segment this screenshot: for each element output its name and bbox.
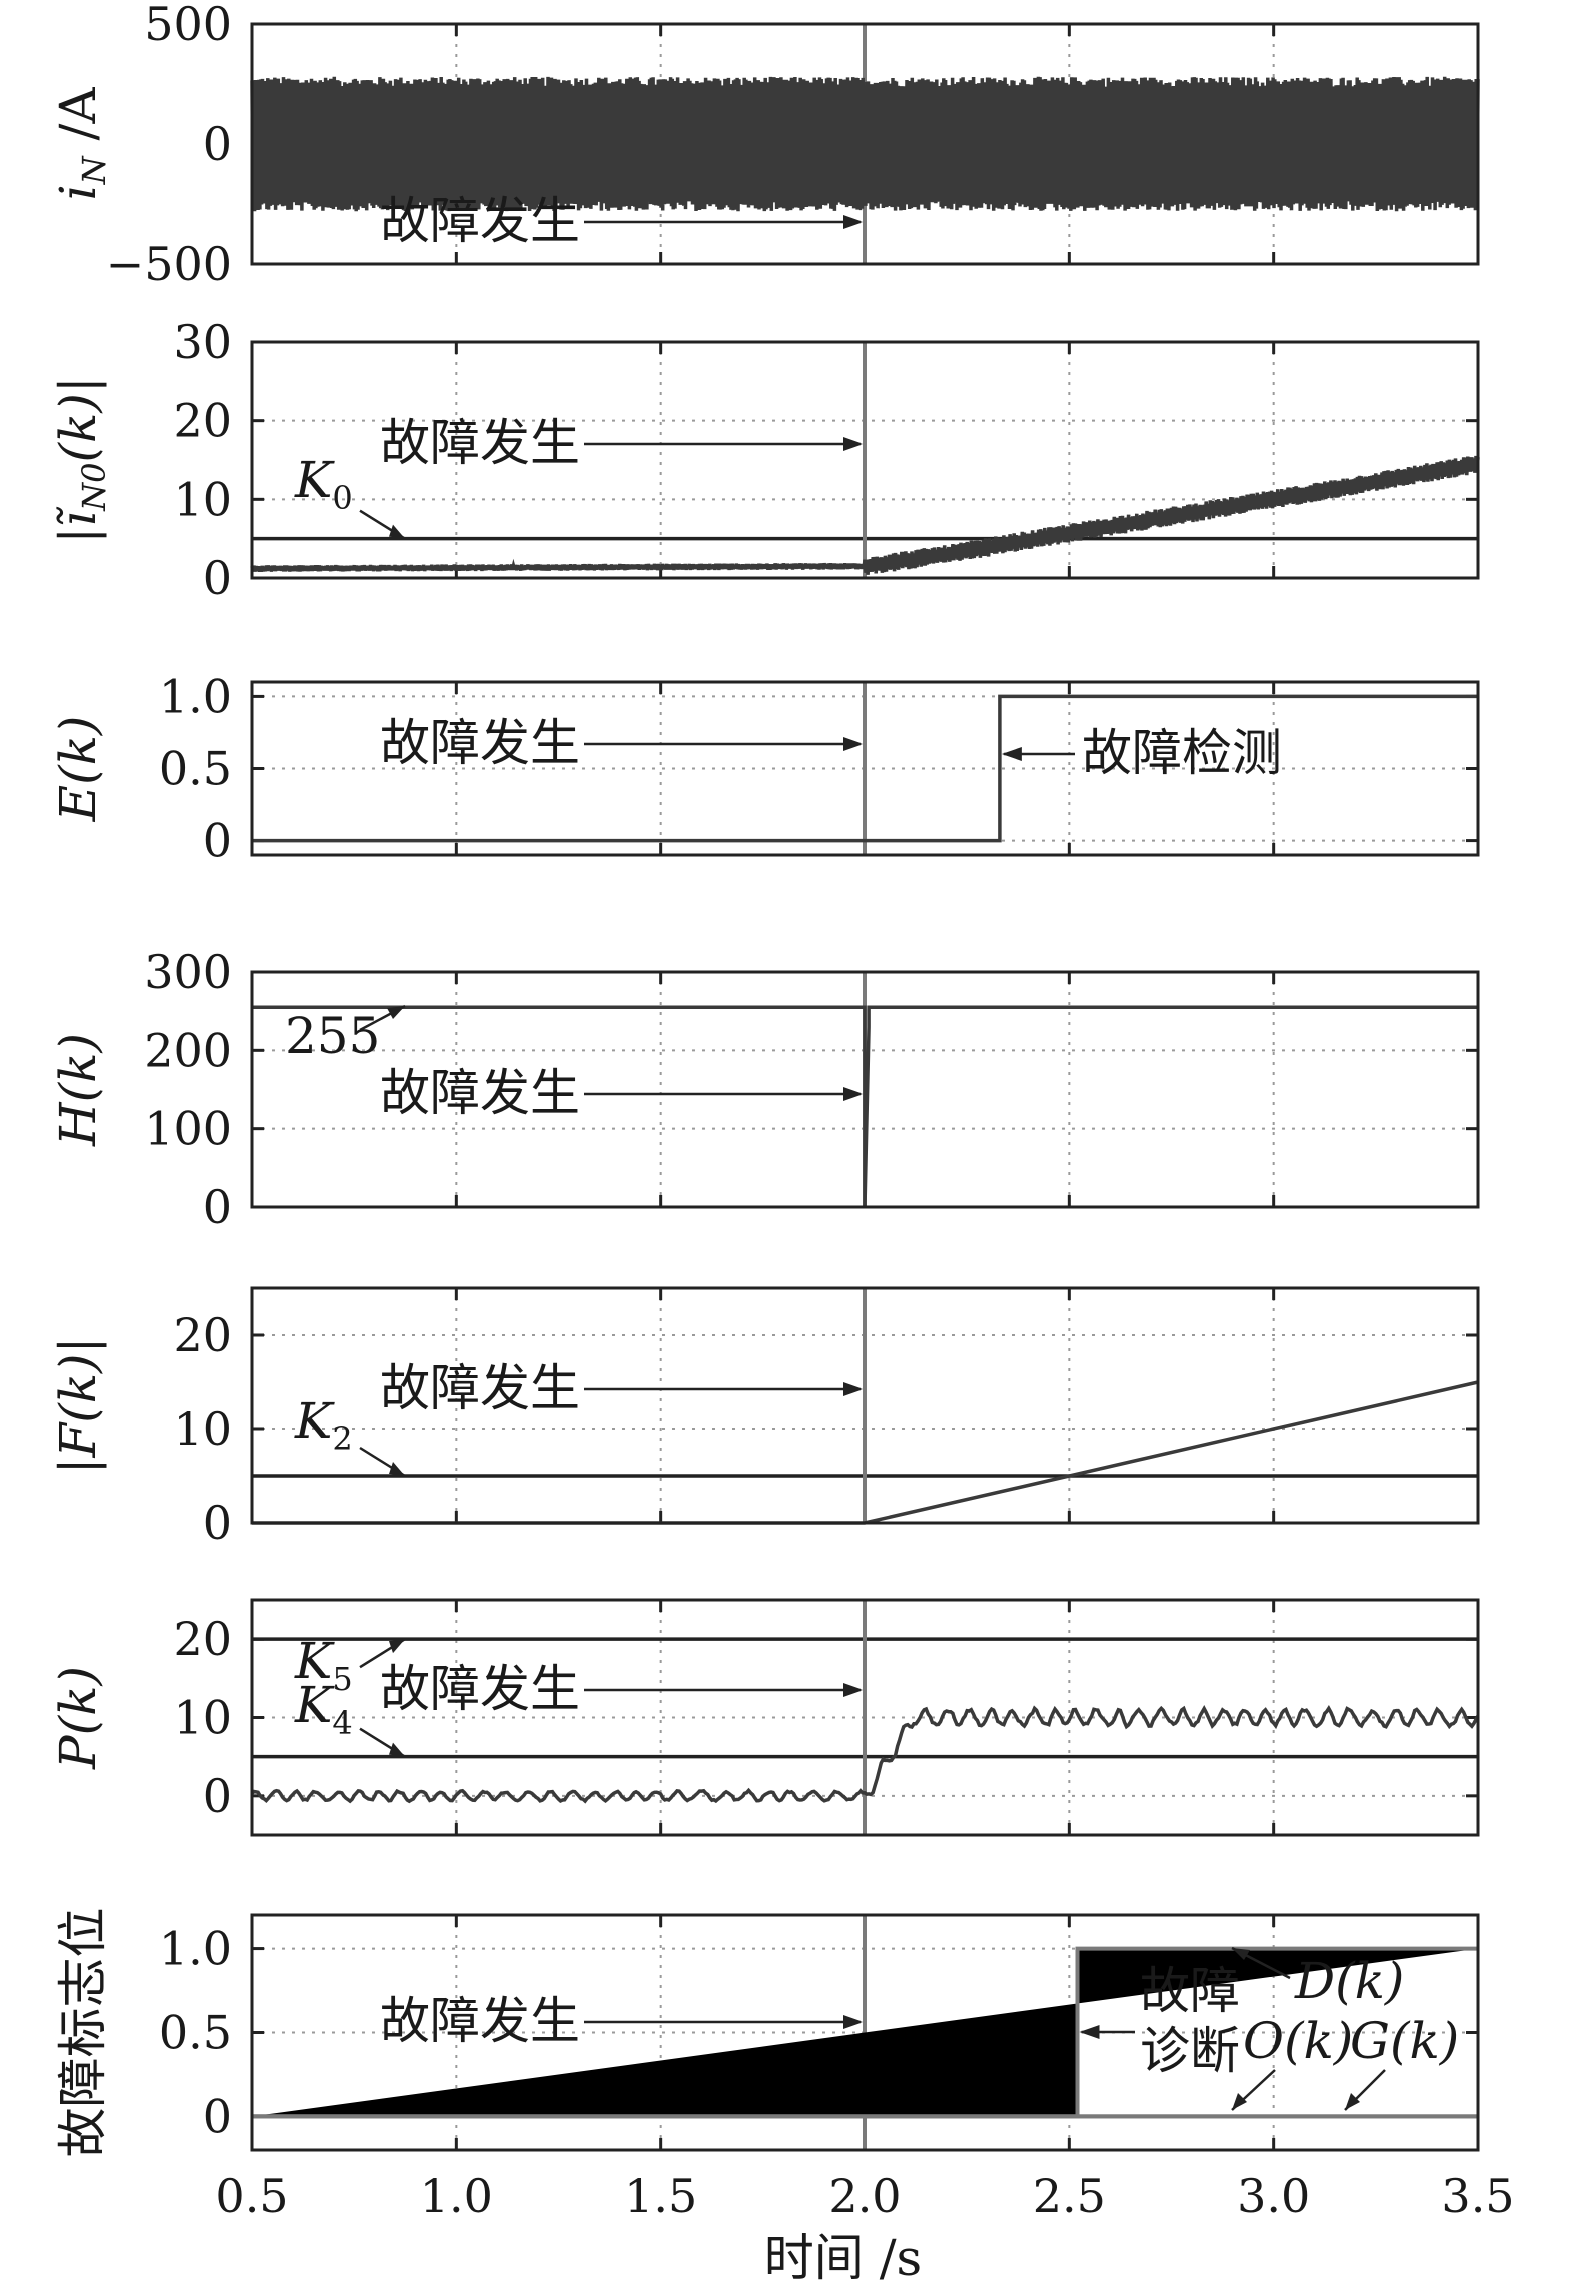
axes-box (250, 1598, 1480, 1837)
axes-box (250, 1286, 1480, 1525)
arrow-head (1001, 747, 1022, 761)
legend-d-label: D(k) (1294, 1952, 1404, 2010)
threshold-label: K4 (294, 1676, 353, 1742)
y-tick-label: 200 (144, 1023, 232, 1077)
y-tick-label: 30 (173, 315, 232, 369)
fault-occur-label-5: 故障发生 (380, 1660, 580, 1718)
fault-occur-label-2: 故障发生 (380, 714, 580, 772)
arrow-head (1345, 2093, 1360, 2110)
y-tick-label: 10 (173, 1402, 232, 1456)
arrow-head (843, 437, 863, 451)
legend-o-label: O(k) (1243, 2012, 1353, 2070)
x-tick-label: 1.0 (420, 2169, 493, 2223)
series-2-line (252, 694, 1478, 843)
axes-box (250, 340, 1480, 580)
panel-0: −500 0 500 iN /A (49, 0, 1480, 291)
y-tick-label: −500 (106, 237, 232, 291)
arrow-head (843, 1683, 863, 1697)
series-3-line (252, 1005, 1478, 1208)
fault-occur-label-3: 故障发生 (380, 1064, 580, 1122)
axes-box (250, 970, 1480, 1209)
threshold-label: K0 (294, 451, 353, 517)
y-tick-label: 0.5 (159, 2006, 232, 2060)
y-axis-label: |ĩN0(k)| (49, 376, 113, 543)
y-tick-label: 20 (173, 1612, 232, 1666)
y-tick-label: 100 (144, 1102, 232, 1156)
threshold-label: K2 (294, 1392, 353, 1458)
y-tick-label: 300 (144, 945, 232, 999)
axes-box (250, 1913, 1480, 2152)
y-tick-label: 0 (203, 1769, 232, 1823)
x-tick-label: 2.5 (1033, 2169, 1106, 2223)
arrow-head (843, 1382, 863, 1396)
axes-box (250, 22, 1480, 266)
fault-diag-label-line1: 故障 (1140, 1962, 1240, 2020)
panel-6: 0 0.5 1.0 0.5 1.0 1.5 2.0 2.5 3.0 3.5 故障标志位 (54, 1908, 1515, 2224)
panel-1: 0 10 20 30 |ĩN0(k)| K0 (49, 315, 1480, 605)
arrow-head (389, 1742, 405, 1757)
arrow-head (843, 215, 863, 229)
x-tick-label: 2.0 (828, 2169, 901, 2223)
y-tick-label: 10 (173, 472, 232, 526)
y-tick-label: 0.5 (159, 742, 232, 796)
y-tick-label: 0 (203, 814, 232, 868)
y-tick-label: 1.0 (159, 669, 232, 723)
arrow-head (1232, 2093, 1247, 2110)
y-axis-label: H(k) (49, 1033, 107, 1147)
arrow-head (843, 1087, 863, 1101)
x-tick-label: 3.0 (1237, 2169, 1310, 2223)
arrow-head (389, 1639, 405, 1654)
y-tick-label: 0 (203, 551, 232, 605)
x-tick-label: 0.5 (215, 2169, 288, 2223)
y-tick-label: 1.0 (159, 1922, 232, 1976)
y-tick-label: 20 (173, 1308, 232, 1362)
panels: −500 0 500 iN /A 0 10 20 30 |ĩN0(k)| K0 0 0.5 1.0 E(k… (49, 0, 1515, 2223)
arrow-head (843, 2015, 863, 2029)
y-tick-label: 0 (203, 1496, 232, 1550)
arrow-head (1079, 2025, 1100, 2039)
arrow-head (1232, 1948, 1250, 1960)
residual-trace (250, 455, 1480, 575)
fault-detect-label: 故障检测 (1082, 724, 1282, 782)
arrow-head (843, 737, 863, 751)
x-tick-label: 1.5 (624, 2169, 697, 2223)
fault-occur-label-4: 故障发生 (380, 1359, 580, 1417)
p-trace (250, 1704, 1480, 1804)
arrow-head (389, 524, 405, 539)
y-tick-label: 0 (203, 2089, 232, 2143)
y-axis-label: |F(k)| (49, 1337, 107, 1475)
current-trace (250, 76, 1480, 212)
arrow-head (389, 1462, 405, 1476)
axes-box (250, 680, 1480, 857)
y-tick-label: 10 (173, 1691, 232, 1745)
fault-occur-label-6: 故障发生 (380, 1992, 580, 2050)
fault-occur-label-0: 故障发生 (380, 192, 580, 250)
y-axis-label: E(k) (49, 716, 107, 823)
x-axis-label: 时间 /s (764, 2229, 922, 2287)
y-tick-label: 20 (173, 394, 232, 448)
y-tick-label: 500 (144, 0, 232, 51)
panel-2: 0 0.5 1.0 E(k) (49, 669, 1480, 868)
y-tick-label: 0 (203, 117, 232, 171)
fault-diag-label-line2: 诊断 (1140, 2022, 1240, 2080)
panel-4: 0 10 20 |F(k)| K2 (49, 1286, 1480, 1550)
y-axis-label: 故障标志位 (54, 1908, 112, 2158)
h-255-label: 255 (285, 1007, 380, 1065)
arrow-head (387, 1006, 405, 1019)
threshold-label: K5 (294, 1632, 353, 1698)
x-tick-label: 3.5 (1441, 2169, 1514, 2223)
y-axis-label: iN /A (49, 87, 113, 201)
fault-occur-label-1: 故障发生 (380, 414, 580, 472)
y-axis-label: P(k) (49, 1666, 107, 1770)
legend-g-label: G(k) (1350, 2012, 1459, 2070)
panel-3: 0 100 200 300 H(k) (49, 945, 1480, 1234)
y-tick-label: 0 (203, 1180, 232, 1234)
